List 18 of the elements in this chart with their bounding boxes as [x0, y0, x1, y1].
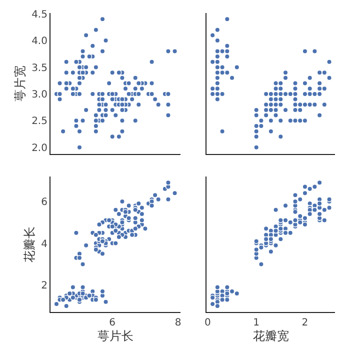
x-axis-title: 萼片长	[98, 329, 134, 344]
y-tick-label: 2.5	[32, 116, 48, 128]
y-tick-label: 3.5	[32, 62, 48, 74]
x-tick-label: 1	[253, 317, 260, 328]
y-tick-label: 4.5	[32, 9, 48, 20]
y-axis-title: 萼片宽	[12, 65, 27, 102]
x-tick-label: 2	[302, 317, 308, 328]
x-tick-label: 0	[204, 317, 211, 328]
y-tick-label: 4	[41, 238, 48, 250]
y-tick-label: 4.0	[32, 36, 48, 48]
x-tick-label: 8	[174, 317, 182, 328]
y-tick-label: 2.0	[32, 142, 48, 154]
y-tick-label: 3.0	[32, 89, 48, 100]
x-tick-label: 6	[109, 317, 116, 328]
y-tick-label: 6	[41, 196, 48, 208]
y-axis-title: 花瓣长	[22, 226, 36, 262]
y-tick-label: 2	[41, 280, 48, 292]
x-axis-title: 花瓣宽	[252, 329, 289, 344]
